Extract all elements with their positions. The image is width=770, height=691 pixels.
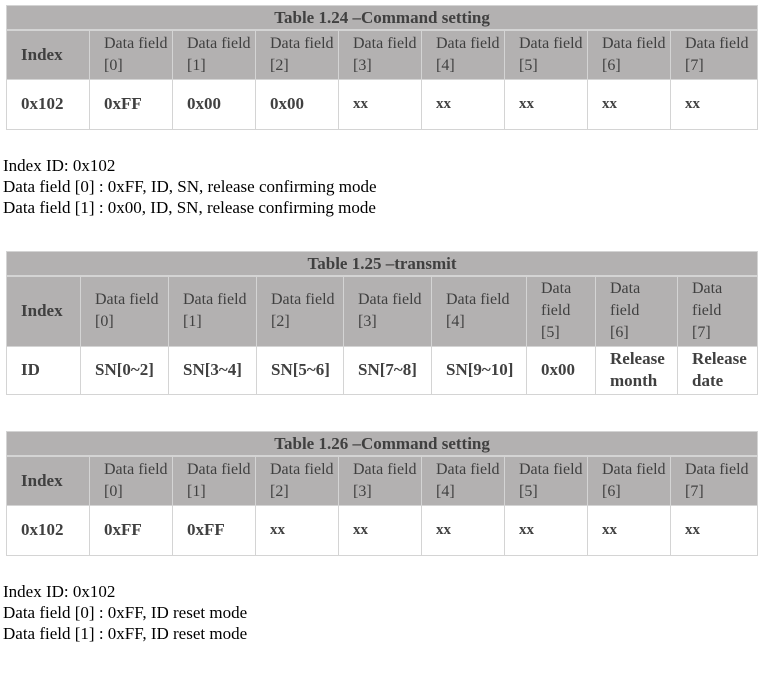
table-title: Table 1.25 –transmit xyxy=(5,251,759,277)
column-header: Data field [7] xyxy=(669,455,759,506)
column-header: Data field [6] xyxy=(587,455,671,506)
table-title: Table 1.26 –Command setting xyxy=(5,431,759,457)
table-cell: xx xyxy=(504,78,588,130)
column-header: Data field [7] xyxy=(676,275,759,347)
table-cell: SN[9~10] xyxy=(431,345,527,395)
table-cell: xx xyxy=(587,504,671,556)
table-cell: xx xyxy=(338,78,422,130)
table-cell: 0x102 xyxy=(6,504,90,556)
column-header: Data field [2] xyxy=(255,455,339,506)
description-line: Data field [0] : 0xFF, ID, SN, release c… xyxy=(3,177,377,196)
description-line: Data field [1] : 0xFF, ID reset mode xyxy=(3,624,248,643)
column-header: Data field [2] xyxy=(256,275,344,347)
table-cell: 0x00 xyxy=(526,345,596,395)
table-cell: SN[0~2] xyxy=(80,345,169,395)
table-3: Table 1.26 –Command setting Index Data fie… xyxy=(5,431,759,556)
column-header: Data field [5] xyxy=(504,29,588,80)
column-header: Data field [0] xyxy=(89,455,173,506)
table-cell: Release date xyxy=(676,345,759,395)
table-cell: xx xyxy=(338,504,422,556)
table-cell: xx xyxy=(255,504,339,556)
column-header: Data field [7] xyxy=(669,29,759,80)
column-header: Data field [5] xyxy=(526,275,596,347)
column-header: Data field [6] xyxy=(595,275,678,347)
table-1: Table 1.24 –Command setting Index Data fie… xyxy=(5,5,759,130)
table-row: 0x102 0xFF 0x00 0x00 xx xx xx xx xx xyxy=(6,78,759,130)
column-header: Data field [4] xyxy=(421,29,505,80)
column-header: Data field [3] xyxy=(338,29,422,80)
table-2: Table 1.25 –transmit Index Data field [0] D… xyxy=(5,251,759,395)
table-title: Table 1.24 –Command setting xyxy=(5,5,759,31)
table-cell: 0x00 xyxy=(172,78,256,130)
description-line: Index ID: 0x102 xyxy=(3,582,116,601)
column-header: Data field [1] xyxy=(172,455,256,506)
description-2: Index ID: 0x102 Data field [0] : 0xFF, ID… xyxy=(3,581,247,644)
table-cell: ID xyxy=(6,345,81,395)
table-cell: xx xyxy=(504,504,588,556)
column-header: Data field [1] xyxy=(168,275,257,347)
column-header: Index xyxy=(6,29,90,80)
column-header: Data field [4] xyxy=(421,455,505,506)
description-1: Index ID: 0x102 Data field [0] : 0xFF, ID… xyxy=(3,155,377,218)
column-header: Data field [3] xyxy=(338,455,422,506)
table-cell: SN[7~8] xyxy=(343,345,432,395)
description-line: Data field [0] : 0xFF, ID reset mode xyxy=(3,603,248,622)
table-cell: xx xyxy=(421,78,505,130)
table-cell: xx xyxy=(587,78,671,130)
column-header: Data field [3] xyxy=(343,275,432,347)
column-header: Data field [0] xyxy=(89,29,173,80)
column-header: Data field [0] xyxy=(80,275,169,347)
description-line: Data field [1] : 0x00, ID, SN, release c… xyxy=(3,198,376,217)
table-cell: 0x102 xyxy=(6,78,90,130)
table-cell: xx xyxy=(669,78,759,130)
column-header: Data field [5] xyxy=(504,455,588,506)
column-header: Data field [1] xyxy=(172,29,256,80)
column-header: Data field [4] xyxy=(431,275,527,347)
table-cell: 0xFF xyxy=(89,504,173,556)
table-cell: xx xyxy=(669,504,759,556)
column-header: Index xyxy=(6,275,81,347)
description-line: Index ID: 0x102 xyxy=(3,156,116,175)
table-cell: SN[5~6] xyxy=(256,345,344,395)
table-cell: 0xFF xyxy=(172,504,256,556)
column-header: Data field [2] xyxy=(255,29,339,80)
column-header: Index xyxy=(6,455,90,506)
table-row: 0x102 0xFF 0xFF xx xx xx xx xx xx xyxy=(6,504,759,556)
table-cell: SN[3~4] xyxy=(168,345,257,395)
column-header: Data field [6] xyxy=(587,29,671,80)
table-cell: Release month xyxy=(595,345,678,395)
table-cell: 0x00 xyxy=(255,78,339,130)
table-row: ID SN[0~2] SN[3~4] SN[5~6] SN[7~8] SN[9~10] 0x… xyxy=(6,345,759,395)
table-cell: 0xFF xyxy=(89,78,173,130)
table-cell: xx xyxy=(421,504,505,556)
